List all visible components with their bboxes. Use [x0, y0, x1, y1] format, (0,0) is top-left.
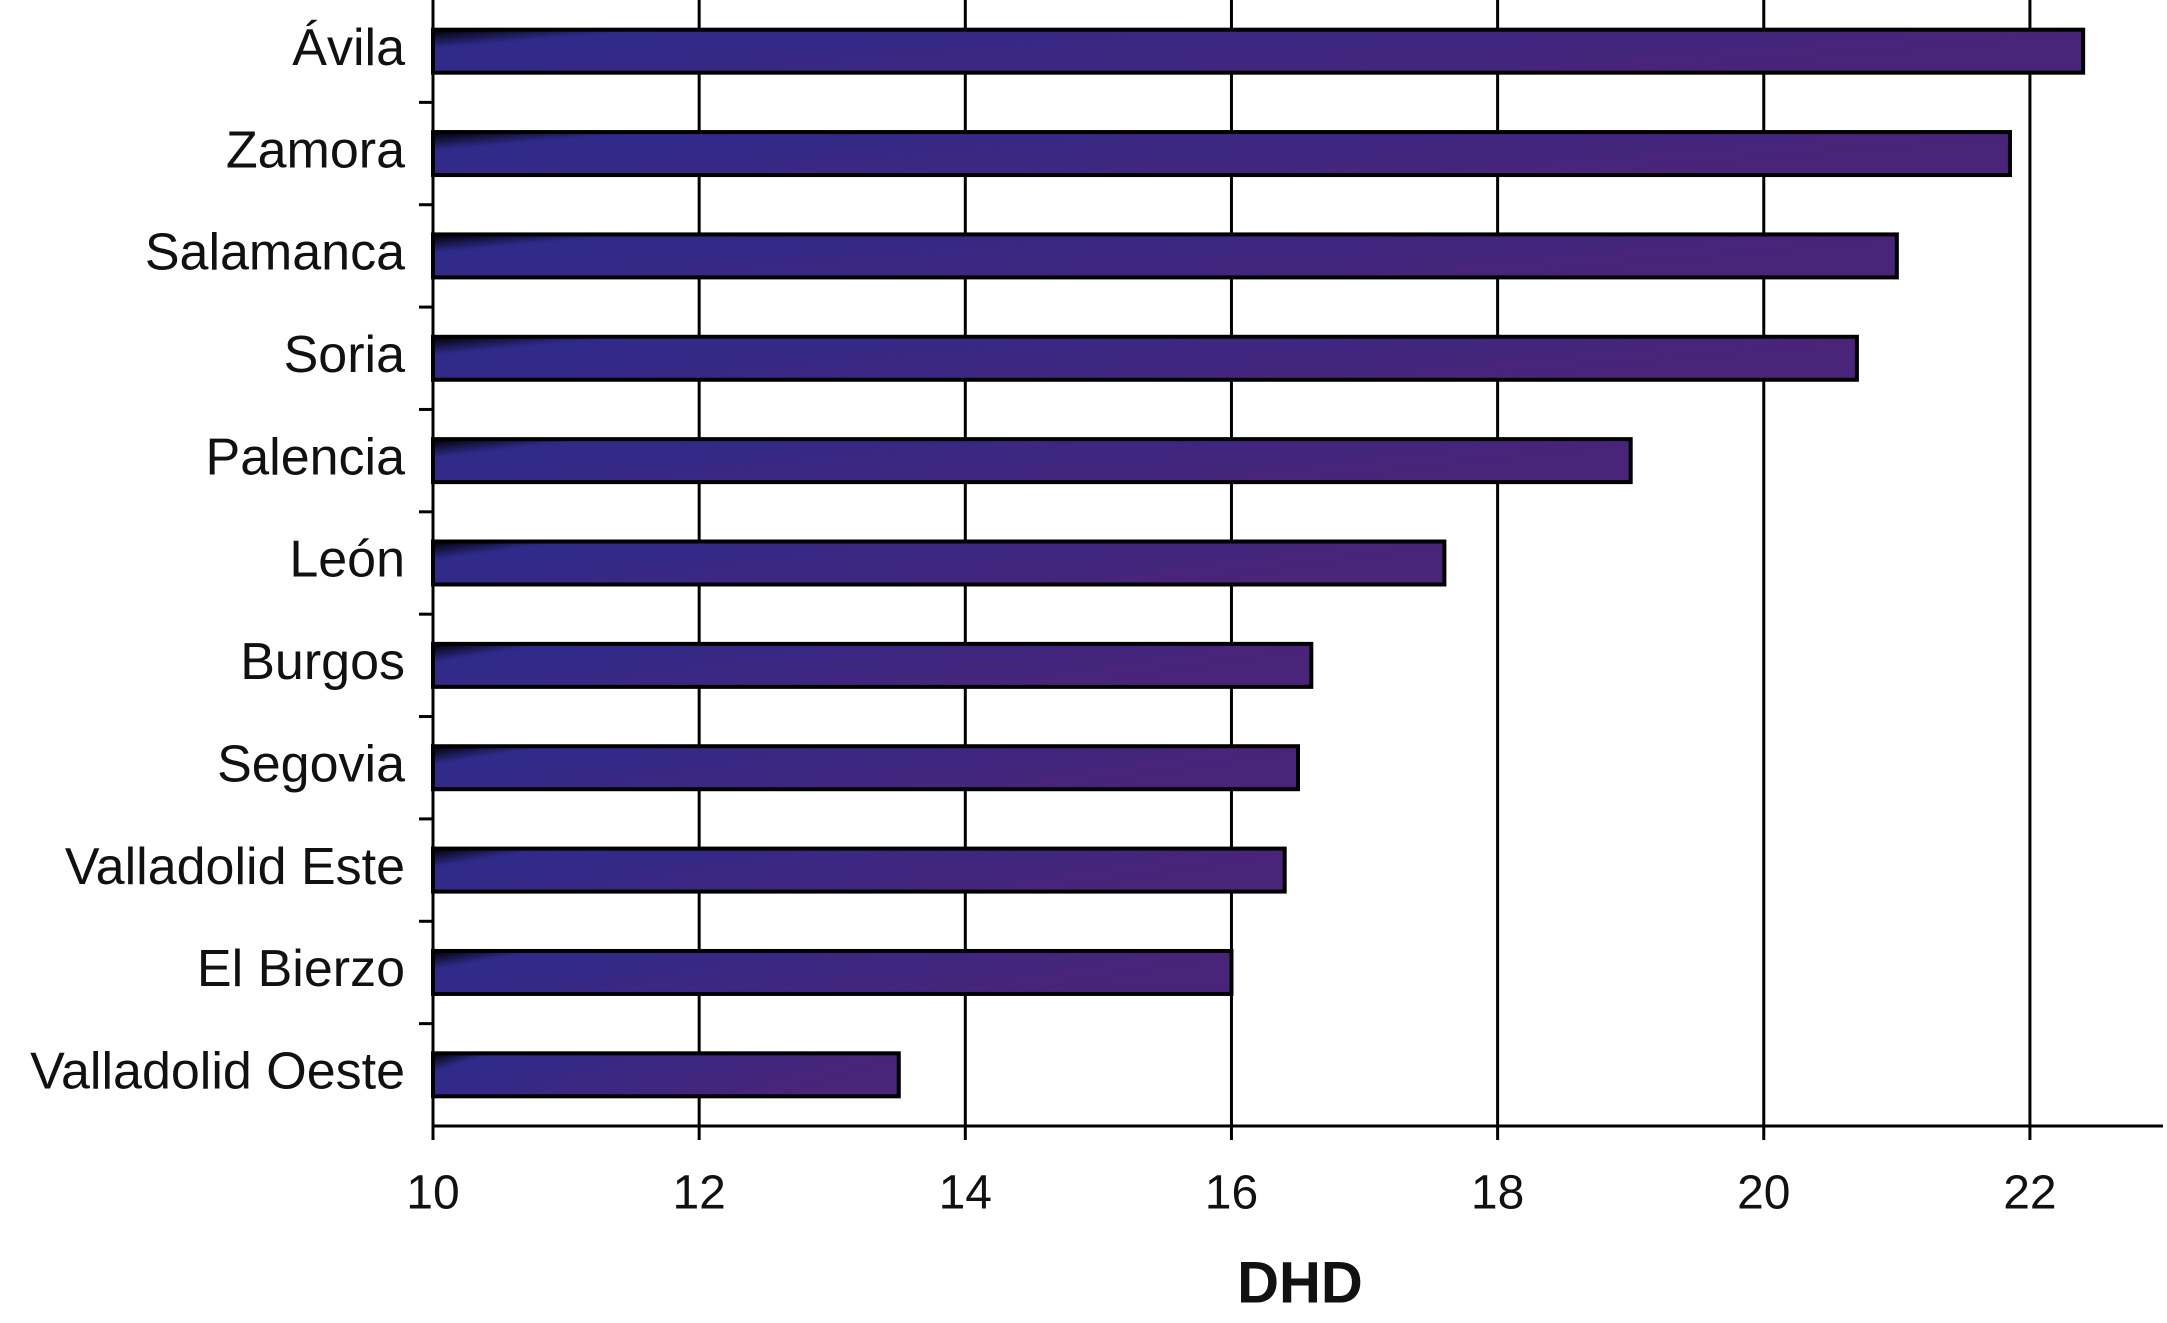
bar: [431, 948, 1234, 996]
y-tick-label: León: [289, 531, 405, 589]
y-tick-label: Soria: [284, 326, 405, 384]
y-tick-label: Ávila: [292, 19, 405, 77]
x-tick-label: 12: [672, 1167, 725, 1220]
x-tick-label: 16: [1205, 1167, 1258, 1220]
y-tick-label: Zamora: [226, 121, 405, 179]
x-tick-label: 18: [1471, 1167, 1524, 1220]
bar: [431, 232, 1899, 280]
y-tick-label: Valladolid Oeste: [30, 1043, 405, 1101]
x-tick-label: 10: [406, 1167, 459, 1220]
x-axis-title: DHD: [1237, 1250, 1363, 1315]
y-tick-label: Valladolid Este: [65, 838, 405, 896]
y-tick-label: Burgos: [240, 633, 405, 691]
x-tick-label: 22: [2003, 1167, 2056, 1220]
bar: [431, 334, 1859, 382]
bar: [431, 641, 1314, 689]
y-tick-label: Segovia: [217, 735, 405, 793]
bar: [431, 27, 2086, 75]
bar: [431, 846, 1287, 894]
x-tick-label: 20: [1737, 1167, 1790, 1220]
bar: [431, 437, 1633, 485]
x-tick-label: 14: [939, 1167, 992, 1220]
y-tick-label: Palencia: [206, 428, 406, 486]
bar: [431, 1051, 901, 1099]
y-tick-label: El Bierzo: [197, 940, 405, 998]
bar: [431, 539, 1447, 587]
y-tick-label: Salamanca: [145, 224, 405, 282]
bar: [431, 130, 2012, 178]
bar: [431, 744, 1300, 792]
